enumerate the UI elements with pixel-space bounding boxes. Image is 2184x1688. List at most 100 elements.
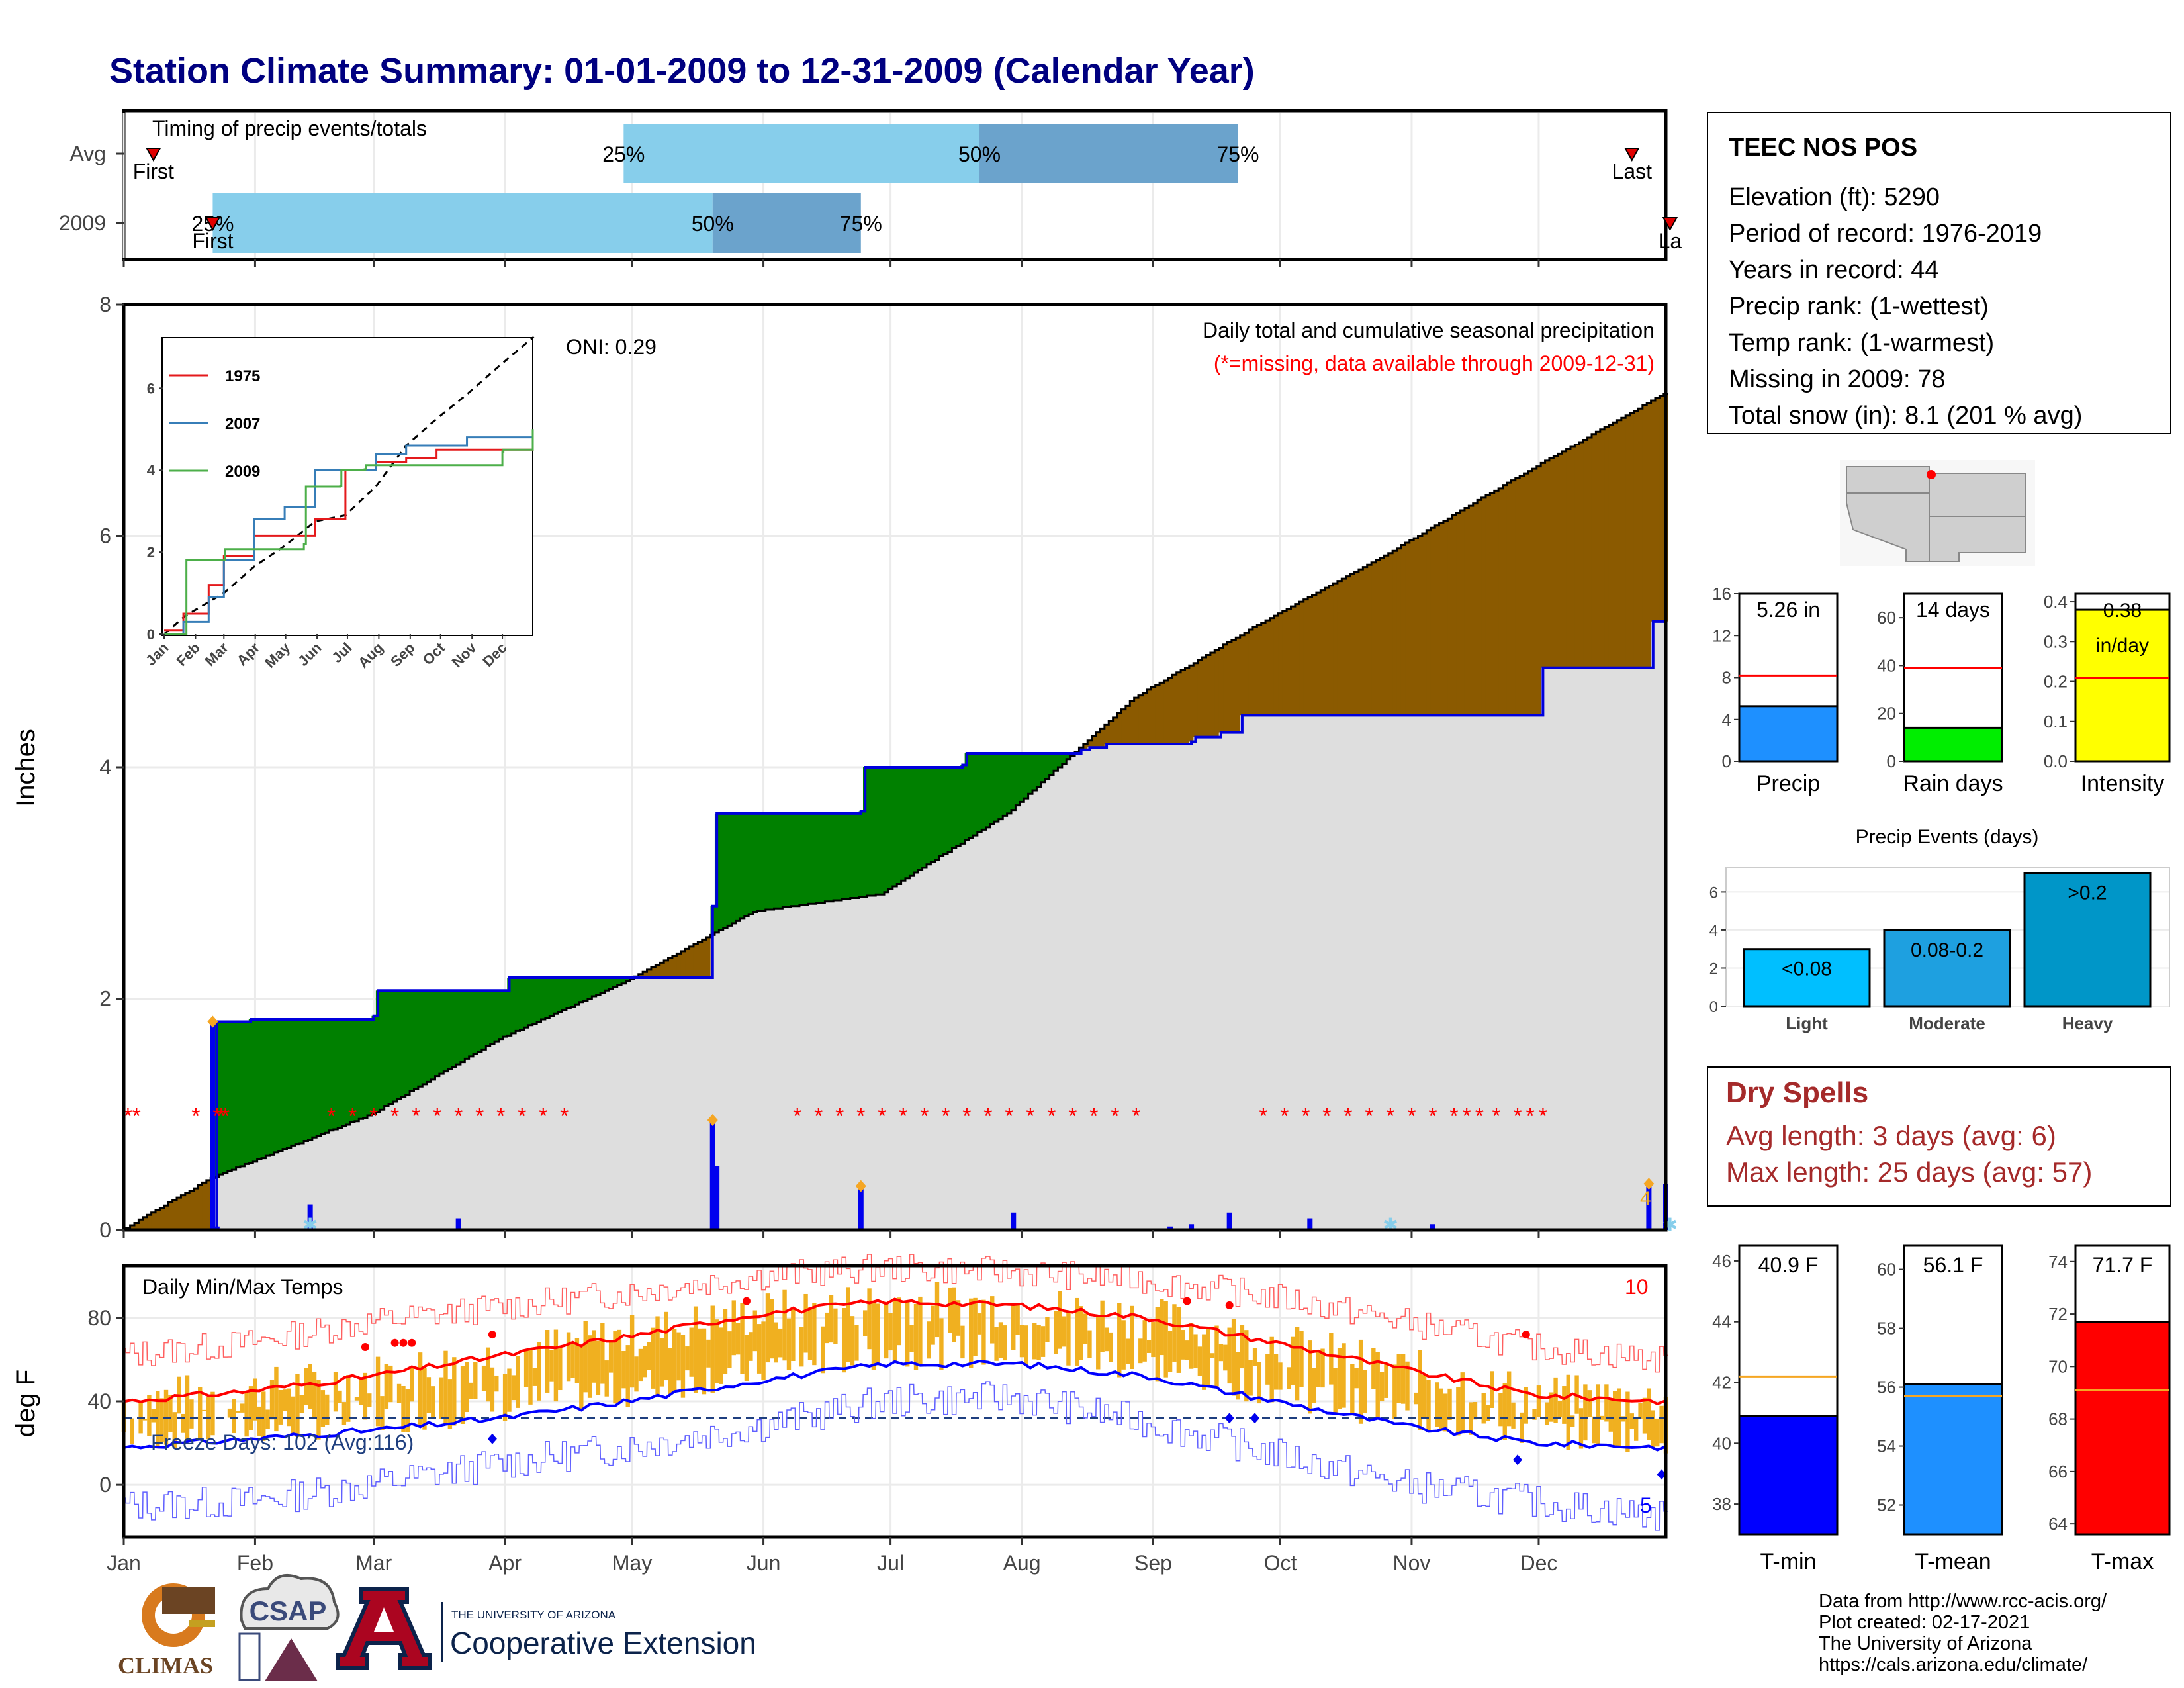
precip-ytick-label: 4 [99,755,111,779]
below-avg-fill [1587,437,1592,668]
above-avg-fill [532,978,537,1024]
daily-temp-bar [401,1386,406,1432]
daily-temp-bar [1054,1311,1058,1354]
daily-temp-bar [583,1321,588,1393]
missing-marker: * [1492,1103,1500,1129]
last-label: La [1659,229,1682,253]
daily-temp-bar [1329,1333,1334,1385]
mini-bar-tick-label: 0.2 [2044,672,2068,692]
missing-marker: * [856,1103,865,1129]
below-avg-fill [1621,418,1626,668]
below-avg-fill [1337,581,1342,716]
timing-pct-label: 25% [602,142,645,166]
below-avg-fill [1350,574,1355,716]
above-avg-fill [939,767,944,857]
above-avg-fill [473,990,478,1055]
below-avg-fill [1388,553,1393,716]
below-avg-fill [130,1225,135,1230]
station-precip-rank: Precip rank: (1-wettest) [1729,293,1989,320]
daily-temp-bar [1638,1403,1643,1419]
mini-bar-tick-label: 0.0 [2044,751,2068,771]
daily-temp-bar [761,1321,766,1381]
below-avg-fill [1265,620,1271,716]
first-label: First [192,229,233,253]
daily-temp-bar [1553,1377,1558,1423]
below-avg-fill [1354,571,1359,716]
daily-temp-bar [333,1372,338,1412]
dry-spells-max: Max length: 25 days (avg: 57) [1726,1156,2092,1188]
last-marker [1624,148,1640,162]
inset-legend-label: 1975 [225,367,260,385]
daily-temp-bar [1278,1362,1283,1390]
daily-temp-bar [1587,1390,1592,1417]
missing-marker: * [1526,1103,1535,1129]
missing-marker: * [920,1103,929,1129]
daily-temp-bar [261,1391,266,1441]
temp-bar-tick-label: 56 [1877,1378,1896,1397]
daily-temp-bar [473,1362,478,1399]
missing-marker: * [793,1103,801,1129]
above-avg-fill [841,813,846,900]
temp-bar-value-label: 56.1 F [1923,1253,1983,1277]
above-avg-fill [396,990,402,1100]
daily-temp-bar [1473,1401,1478,1420]
below-avg-fill [1240,635,1245,716]
daily-temp-bar [481,1365,486,1391]
above-avg-fill [312,1019,317,1138]
above-avg-fill [304,1019,309,1141]
daily-temp-bar [1608,1400,1613,1432]
missing-marker: * [1343,1103,1352,1129]
above-avg-fill [786,813,792,908]
above-avg-fill [1007,753,1012,814]
daily-temp-bar [274,1366,279,1432]
below-avg-fill [1477,500,1482,716]
daily-temp-bar [1308,1340,1312,1414]
missing-marker: * [191,1103,200,1129]
daily-temp-bar [905,1302,910,1367]
missing-marker: * [518,1103,526,1129]
below-avg-fill [1223,644,1228,733]
below-avg-fill [1464,508,1469,716]
daily-temp-bar [1358,1339,1363,1424]
below-avg-fill [1320,590,1326,716]
daily-temp-bar [1181,1330,1185,1360]
map-borders [1846,473,2025,561]
obs-cumulative-line [124,620,1666,1231]
daily-temp-bar [1248,1360,1253,1396]
daily-temp-bar [380,1396,385,1430]
daily-temp-bar [202,1409,206,1411]
missing-marker: * [1280,1103,1289,1129]
above-avg-fill [803,813,809,905]
daily-temp-bar [698,1328,702,1388]
daily-temp-bar [931,1305,935,1345]
daily-temp-bar [1240,1325,1245,1369]
page-title: Station Climate Summary: 01-01-2009 to 1… [109,51,1255,91]
inset-series-1975 [164,445,534,632]
below-avg-fill [659,962,664,978]
precip-subtitle: (*=missing, data available through 2009-… [1214,352,1655,375]
month-label: Sep [1134,1551,1172,1575]
precip-title: Daily total and cumulative seasonal prec… [1203,318,1655,342]
above-avg-fill [1032,753,1038,790]
daily-temp-bar [587,1335,592,1398]
daily-temp-bar [1312,1368,1316,1403]
below-avg-fill [685,949,690,978]
temp-ylabel: deg F [11,1370,40,1437]
timing-pct-label: 75% [840,212,882,236]
daily-temp-bar [749,1332,753,1361]
month-label: Nov [1392,1551,1430,1575]
daily-temp-bar [1456,1387,1461,1436]
below-avg-fill [1316,592,1321,716]
below-avg-fill [1617,420,1622,668]
above-avg-fill [558,978,563,1013]
mini-bar-value [2074,608,2171,763]
below-avg-fill [689,946,694,978]
below-avg-fill [1312,594,1317,716]
daily-temp-bar [1193,1334,1198,1368]
missing-marker: * [1301,1103,1310,1129]
above-avg-fill [837,813,842,900]
daily-temp-bar [1396,1354,1401,1403]
station-elevation: Elevation (ft): 5290 [1729,183,1940,211]
below-avg-fill [1278,613,1283,716]
